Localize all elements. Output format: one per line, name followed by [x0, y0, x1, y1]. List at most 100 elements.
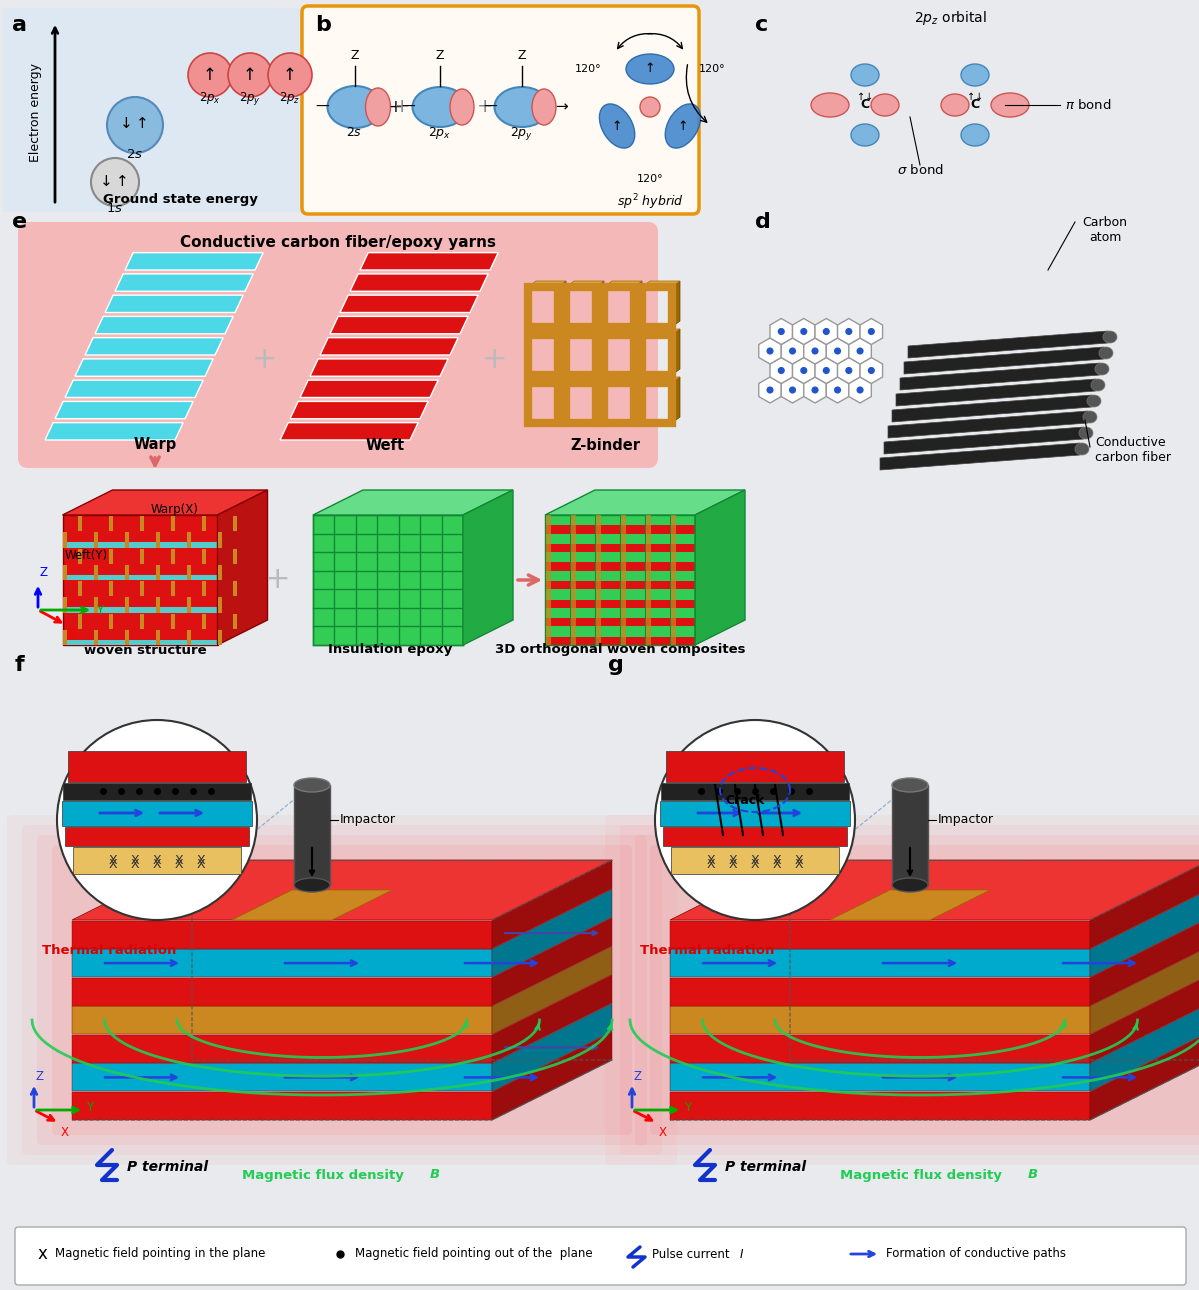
Polygon shape [782, 338, 803, 364]
Circle shape [812, 387, 818, 393]
Circle shape [824, 329, 830, 334]
Polygon shape [94, 533, 97, 547]
Polygon shape [546, 637, 695, 645]
Text: X: X [175, 854, 183, 867]
Polygon shape [528, 329, 566, 335]
Text: $2p_x$: $2p_x$ [199, 90, 221, 106]
Circle shape [801, 329, 807, 334]
Circle shape [824, 368, 830, 373]
Polygon shape [62, 533, 66, 547]
Polygon shape [62, 608, 217, 613]
Text: —: — [402, 101, 415, 114]
Text: Z: Z [435, 49, 445, 62]
Polygon shape [72, 949, 492, 977]
Polygon shape [187, 565, 191, 580]
Ellipse shape [962, 124, 989, 146]
Polygon shape [72, 921, 492, 948]
Polygon shape [604, 377, 641, 383]
Polygon shape [492, 860, 611, 948]
Text: ↓: ↓ [120, 116, 132, 132]
Polygon shape [62, 515, 217, 645]
Polygon shape [330, 316, 468, 334]
Polygon shape [187, 597, 191, 613]
Circle shape [767, 348, 773, 353]
Text: +: + [477, 98, 493, 116]
Circle shape [655, 720, 855, 920]
Polygon shape [670, 921, 1090, 948]
Text: Insulation epoxy: Insulation epoxy [327, 644, 452, 657]
Ellipse shape [851, 124, 879, 146]
Text: X: X [197, 854, 205, 867]
Polygon shape [217, 565, 222, 580]
Text: ↑: ↑ [203, 66, 217, 84]
Polygon shape [300, 381, 438, 397]
Polygon shape [187, 533, 191, 547]
Text: X: X [772, 854, 782, 867]
Polygon shape [892, 395, 1092, 422]
Ellipse shape [294, 878, 330, 891]
Circle shape [868, 329, 874, 334]
Polygon shape [634, 281, 641, 326]
Polygon shape [803, 338, 826, 364]
Text: $2p_x$: $2p_x$ [428, 125, 452, 141]
Polygon shape [634, 377, 641, 423]
Text: X: X [751, 858, 759, 871]
Text: X: X [706, 854, 716, 867]
Polygon shape [620, 515, 626, 645]
Polygon shape [782, 377, 803, 402]
Polygon shape [217, 533, 222, 547]
Polygon shape [670, 1091, 1090, 1120]
Polygon shape [546, 562, 695, 570]
Polygon shape [140, 614, 144, 628]
Circle shape [778, 329, 784, 334]
Polygon shape [109, 516, 113, 531]
Text: ↑: ↑ [283, 66, 297, 84]
Polygon shape [65, 827, 249, 846]
Circle shape [107, 97, 163, 154]
Polygon shape [72, 860, 611, 920]
Polygon shape [171, 614, 175, 628]
Polygon shape [596, 377, 604, 423]
Ellipse shape [626, 54, 674, 84]
Text: Y: Y [96, 605, 103, 618]
Polygon shape [78, 580, 82, 596]
Text: ↑: ↑ [645, 62, 655, 76]
Polygon shape [904, 347, 1104, 374]
Text: B: B [430, 1169, 440, 1182]
Text: X: X [751, 854, 759, 867]
Polygon shape [896, 379, 1096, 406]
Polygon shape [156, 597, 159, 613]
Text: +: + [252, 346, 278, 374]
Polygon shape [860, 357, 882, 383]
Polygon shape [492, 1004, 611, 1091]
Polygon shape [68, 751, 246, 782]
Polygon shape [73, 848, 241, 875]
Polygon shape [546, 515, 552, 645]
Polygon shape [670, 860, 1199, 920]
Polygon shape [106, 295, 243, 312]
Polygon shape [566, 377, 604, 383]
Ellipse shape [366, 88, 391, 126]
Text: Weft(Y): Weft(Y) [65, 548, 108, 561]
Polygon shape [645, 515, 651, 645]
Polygon shape [546, 515, 695, 645]
Text: $2s$: $2s$ [126, 148, 144, 161]
Polygon shape [350, 273, 488, 292]
Text: 120°: 120° [699, 64, 725, 74]
Polygon shape [233, 580, 237, 596]
Text: ↑: ↑ [243, 66, 257, 84]
Polygon shape [634, 329, 641, 375]
Polygon shape [770, 357, 793, 383]
Polygon shape [826, 338, 849, 364]
Ellipse shape [851, 64, 879, 86]
Text: X: X [68, 627, 76, 640]
Ellipse shape [1099, 347, 1113, 359]
Polygon shape [62, 597, 66, 613]
Polygon shape [187, 630, 191, 645]
Polygon shape [546, 544, 695, 552]
Text: ↑↓: ↑↓ [966, 92, 983, 102]
Ellipse shape [665, 104, 700, 148]
Text: →: → [555, 99, 568, 115]
Polygon shape [1090, 975, 1199, 1063]
Text: Conductive
carbon fiber: Conductive carbon fiber [1095, 436, 1171, 464]
